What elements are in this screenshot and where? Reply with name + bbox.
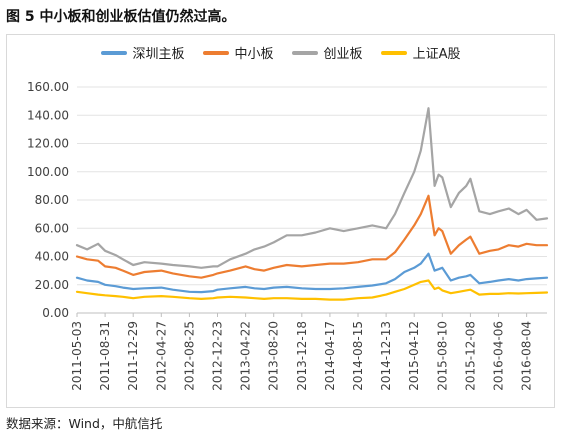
x-tick-label: 2012-12-23	[211, 321, 225, 391]
legend-item-chinext: 创业板	[291, 43, 363, 62]
series-line-2	[75, 107, 549, 269]
x-tick-label: 2014-04-17	[323, 321, 337, 391]
legend-swatch-chinext	[291, 50, 318, 55]
figure-title: 图 5 中小板和创业板估值仍然过高。	[6, 9, 236, 25]
y-tick-label: 140.00	[27, 108, 69, 122]
y-tick-label: 40.00	[35, 250, 69, 264]
x-tick-label: 2016-04-06	[492, 321, 506, 391]
x-tick-label: 2015-04-12	[407, 321, 421, 391]
x-tick-label: 2013-04-22	[239, 321, 253, 391]
y-tick-label: 100.00	[27, 165, 69, 179]
legend-label-shanghai-a: 上证A股	[412, 47, 461, 62]
x-tick-label: 2014-08-15	[351, 321, 365, 391]
x-tick-label: 2013-12-18	[295, 321, 309, 391]
legend-swatch-shenzhen-main	[100, 50, 127, 55]
y-tick-label: 120.00	[27, 137, 69, 151]
legend-swatch-sme-board	[202, 50, 229, 55]
legend-label-chinext: 创业板	[323, 47, 363, 62]
legend-item-shenzhen-main: 深圳主板	[100, 43, 185, 62]
x-tick-label: 2015-08-10	[435, 321, 449, 391]
series-line-1	[75, 194, 549, 279]
x-tick-label: 2015-12-08	[463, 321, 477, 391]
chart-panel: 深圳主板 中小板 创业板 上证A股 0.00 20.00 40.00 60.00 80.…	[6, 34, 555, 408]
series-line-3	[75, 279, 549, 301]
y-tick-label: 20.00	[35, 278, 69, 292]
x-tick-label: 2011-08-31	[98, 321, 112, 391]
x-tick-label: 2011-12-29	[126, 321, 140, 391]
y-tick-label: 60.00	[35, 221, 69, 235]
chart-legend: 深圳主板 中小板 创业板 上证A股	[7, 43, 554, 62]
x-tick-label: 2011-05-03	[70, 321, 84, 391]
legend-item-shanghai-a: 上证A股	[380, 43, 461, 62]
x-tick-label: 2016-08-04	[520, 321, 534, 391]
y-tick-label: 80.00	[35, 193, 69, 207]
source-note: 数据来源：Wind，中航信托	[6, 416, 163, 431]
x-tick-label: 2012-08-25	[182, 321, 196, 391]
chart-plot-area: 0.00 20.00 40.00 60.00 80.00 100.00 120.00 140.…	[27, 80, 549, 391]
y-tick-label: 0.00	[42, 306, 69, 320]
y-tick-label: 160.00	[27, 80, 69, 94]
legend-item-sme-board: 中小板	[202, 43, 274, 62]
x-tick-label: 2012-04-27	[154, 321, 168, 391]
series-line-0	[75, 252, 549, 294]
legend-label-sme-board: 中小板	[234, 47, 274, 62]
x-tick-label: 2013-08-20	[267, 321, 281, 391]
legend-label-shenzhen-main: 深圳主板	[132, 47, 185, 62]
legend-swatch-shanghai-a	[380, 50, 407, 55]
x-tick-label: 2014-12-13	[379, 321, 393, 391]
